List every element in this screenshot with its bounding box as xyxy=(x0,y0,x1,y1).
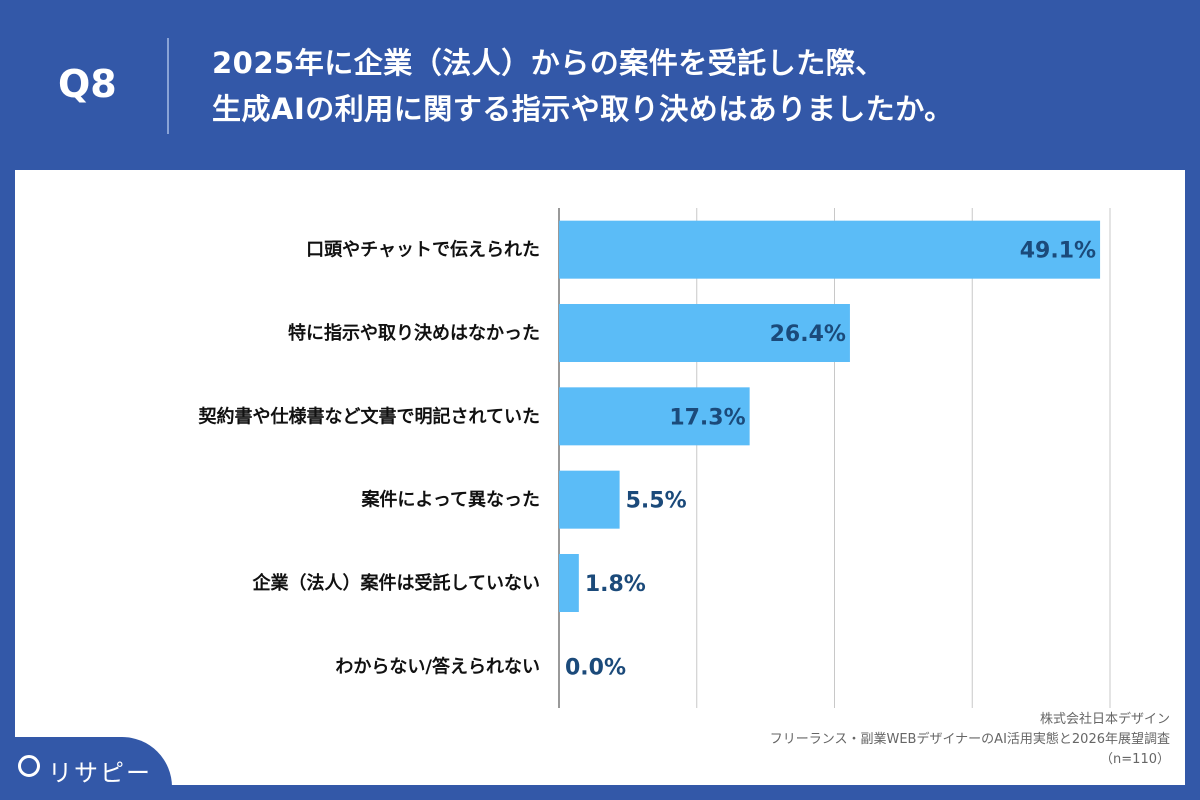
data-label: 26.4% xyxy=(770,322,846,347)
category-label: 案件によって異なった xyxy=(360,489,540,511)
bar xyxy=(559,220,1101,279)
header-divider xyxy=(167,38,169,134)
question-number: Q8 xyxy=(58,62,117,106)
title-line-2: 生成AIの利用に関する指示や取り決めはありましたか。 xyxy=(212,92,954,126)
logo-text: リサピー xyxy=(48,759,152,787)
sample-size: （n=110） xyxy=(1100,752,1170,767)
data-label: 17.3% xyxy=(669,405,745,430)
source-company: 株式会社日本デザイン xyxy=(1039,712,1170,727)
bar xyxy=(559,387,750,446)
data-label: 49.1% xyxy=(1020,239,1096,264)
title-line-1: 2025年に企業（法人）からの案件を受託した際、 xyxy=(212,46,885,80)
category-label: 口頭やチャットで伝えられた xyxy=(306,239,540,261)
question-title: 2025年に企業（法人）からの案件を受託した際、 生成AIの利用に関する指示や取… xyxy=(212,40,954,132)
category-label: わからない/答えられない xyxy=(335,655,540,677)
category-label: 企業（法人）案件は受託していない xyxy=(252,572,540,594)
bar xyxy=(559,554,579,612)
magnifier-icon xyxy=(18,755,40,777)
data-label: 5.5% xyxy=(626,489,687,514)
source-note: 株式会社日本デザイン フリーランス・副業WEBデザイナーのAI活用実態と2026… xyxy=(770,710,1170,770)
bar xyxy=(559,304,850,362)
source-survey: フリーランス・副業WEBデザイナーのAI活用実態と2026年展望調査 xyxy=(769,732,1170,747)
data-label: 0.0% xyxy=(565,655,626,680)
category-label: 特に指示や取り決めはなかった xyxy=(288,322,540,344)
category-label: 契約書や仕様書など文書で明記されていた xyxy=(198,405,540,427)
data-label: 1.8% xyxy=(585,572,646,597)
bar xyxy=(559,470,620,529)
logo: リサピー xyxy=(0,737,172,800)
